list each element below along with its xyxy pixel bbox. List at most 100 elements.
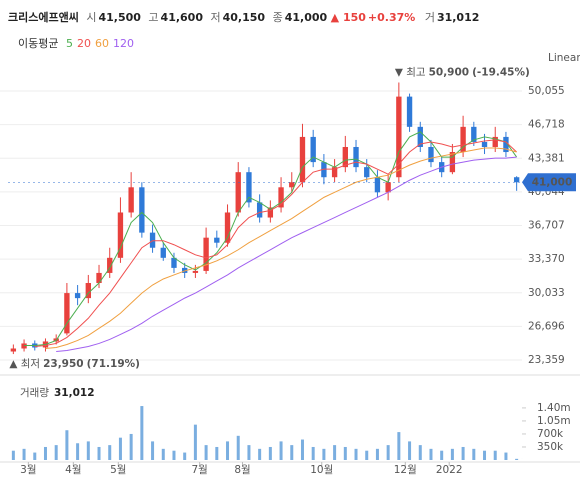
volume-bar xyxy=(408,441,412,460)
candle-body xyxy=(267,207,274,218)
candle-body xyxy=(117,212,124,258)
extreme-name: ▲ 최저 xyxy=(9,358,40,370)
candle-body xyxy=(224,212,231,243)
y-tick-label: 46,718 xyxy=(528,119,565,131)
extreme-name: ▼ 최고 xyxy=(395,67,426,79)
volume-bar xyxy=(397,432,401,460)
extreme-pct: (71.19%) xyxy=(87,358,140,370)
y-tick-label: 26,696 xyxy=(528,320,565,332)
candle-body xyxy=(503,136,509,153)
low-value: 40,150 xyxy=(222,11,266,24)
x-tick-label: 10월 xyxy=(310,464,333,476)
candle-body xyxy=(310,136,316,163)
volume-bar xyxy=(193,424,197,460)
change-pct: +0.37% xyxy=(367,11,416,24)
candle-body xyxy=(64,293,70,334)
y-tick-label: 30,033 xyxy=(528,287,565,299)
y-tick-label: 33,370 xyxy=(528,253,565,265)
volume-bar xyxy=(22,448,26,460)
volume-bar xyxy=(183,452,187,460)
volume-bar xyxy=(365,450,369,460)
last-price-tag xyxy=(522,173,576,192)
ma-legend: 이동평균 5 20 60 120 xyxy=(18,35,138,51)
volume-bar xyxy=(472,448,476,460)
low-label: 저 xyxy=(210,11,221,24)
candle-body xyxy=(492,136,498,147)
y-tick-label: 1.05m xyxy=(537,415,571,427)
legend-entry[interactable]: 120 xyxy=(112,37,134,50)
candle-body xyxy=(417,126,423,147)
candle-body xyxy=(96,272,102,284)
volume-bar xyxy=(236,435,240,460)
candle-body xyxy=(513,177,520,183)
volume-bar xyxy=(322,448,326,460)
y-tick-label: 700k xyxy=(537,428,564,440)
volume-bar xyxy=(375,448,379,460)
close-label: 종 xyxy=(272,11,283,24)
extreme-value: 50,900 xyxy=(429,67,470,79)
scale-label: Linear xyxy=(548,52,580,64)
volume-bar xyxy=(140,406,144,460)
volume-bar xyxy=(268,446,272,460)
volume-bar xyxy=(354,448,358,460)
volume-bar xyxy=(161,448,165,460)
candle-body xyxy=(139,187,145,233)
volume-bar xyxy=(461,446,465,460)
volume-bar xyxy=(515,458,519,460)
candle-body xyxy=(460,126,466,153)
volume-bar xyxy=(450,448,454,460)
candle-body xyxy=(21,343,27,349)
volume-bar xyxy=(226,441,230,460)
y-tick-label: 43,381 xyxy=(528,152,565,164)
candle-body xyxy=(331,167,338,178)
legend-entry[interactable]: 5 xyxy=(65,37,73,50)
x-tick-label: 2022 xyxy=(436,464,463,476)
x-tick-label: 5월 xyxy=(110,464,126,476)
stock-name: 크리스에프앤씨 xyxy=(8,11,79,24)
candle-body xyxy=(406,96,413,127)
ma-line xyxy=(56,156,517,353)
volume-bar xyxy=(290,445,294,460)
candle-body xyxy=(481,141,488,147)
legend-entry[interactable]: 20 xyxy=(76,37,91,50)
candle-body xyxy=(203,237,209,271)
volume-bar xyxy=(311,446,315,460)
volume-bar xyxy=(86,441,90,460)
volume-bar xyxy=(76,443,80,460)
candle-body xyxy=(353,146,359,168)
extreme-label: ▼ 최고 50,900 (-19.45%) xyxy=(395,67,530,79)
candle-body xyxy=(85,283,91,299)
volume-bar xyxy=(333,445,337,460)
extreme-label: ▲ 최저 23,950 (71.19%) xyxy=(9,358,140,370)
volume-bar xyxy=(54,445,58,460)
y-tick-label: 23,359 xyxy=(528,354,565,366)
ma-line xyxy=(45,147,517,349)
extreme-pct: (-19.45%) xyxy=(472,67,530,79)
volume-bar xyxy=(247,445,251,460)
candle-body xyxy=(278,187,284,208)
volume-value: 31,012 xyxy=(436,11,480,24)
volume-bar xyxy=(118,437,122,460)
candle-body xyxy=(256,202,263,218)
close-value: 41,000 xyxy=(284,11,328,24)
candle-body xyxy=(471,126,477,142)
x-tick-label: 7월 xyxy=(192,464,208,476)
volume-bar xyxy=(108,445,112,460)
x-tick-label: 4월 xyxy=(65,464,81,476)
volume-bar xyxy=(33,452,37,460)
volume-bar xyxy=(204,445,208,460)
ma-line xyxy=(24,131,518,346)
candle-body xyxy=(74,293,81,299)
candle-body xyxy=(235,172,241,213)
volume-bar xyxy=(429,448,433,460)
legend-entry[interactable]: 60 xyxy=(94,37,109,50)
x-tick-label: 12월 xyxy=(394,464,417,476)
volume-bar xyxy=(386,445,390,460)
candle-body xyxy=(364,167,370,178)
legend-title: 이동평균 xyxy=(18,37,59,50)
volume-bar xyxy=(300,439,304,460)
volume-bar xyxy=(43,446,47,460)
candle-body xyxy=(428,146,434,163)
candle-body xyxy=(160,247,166,258)
